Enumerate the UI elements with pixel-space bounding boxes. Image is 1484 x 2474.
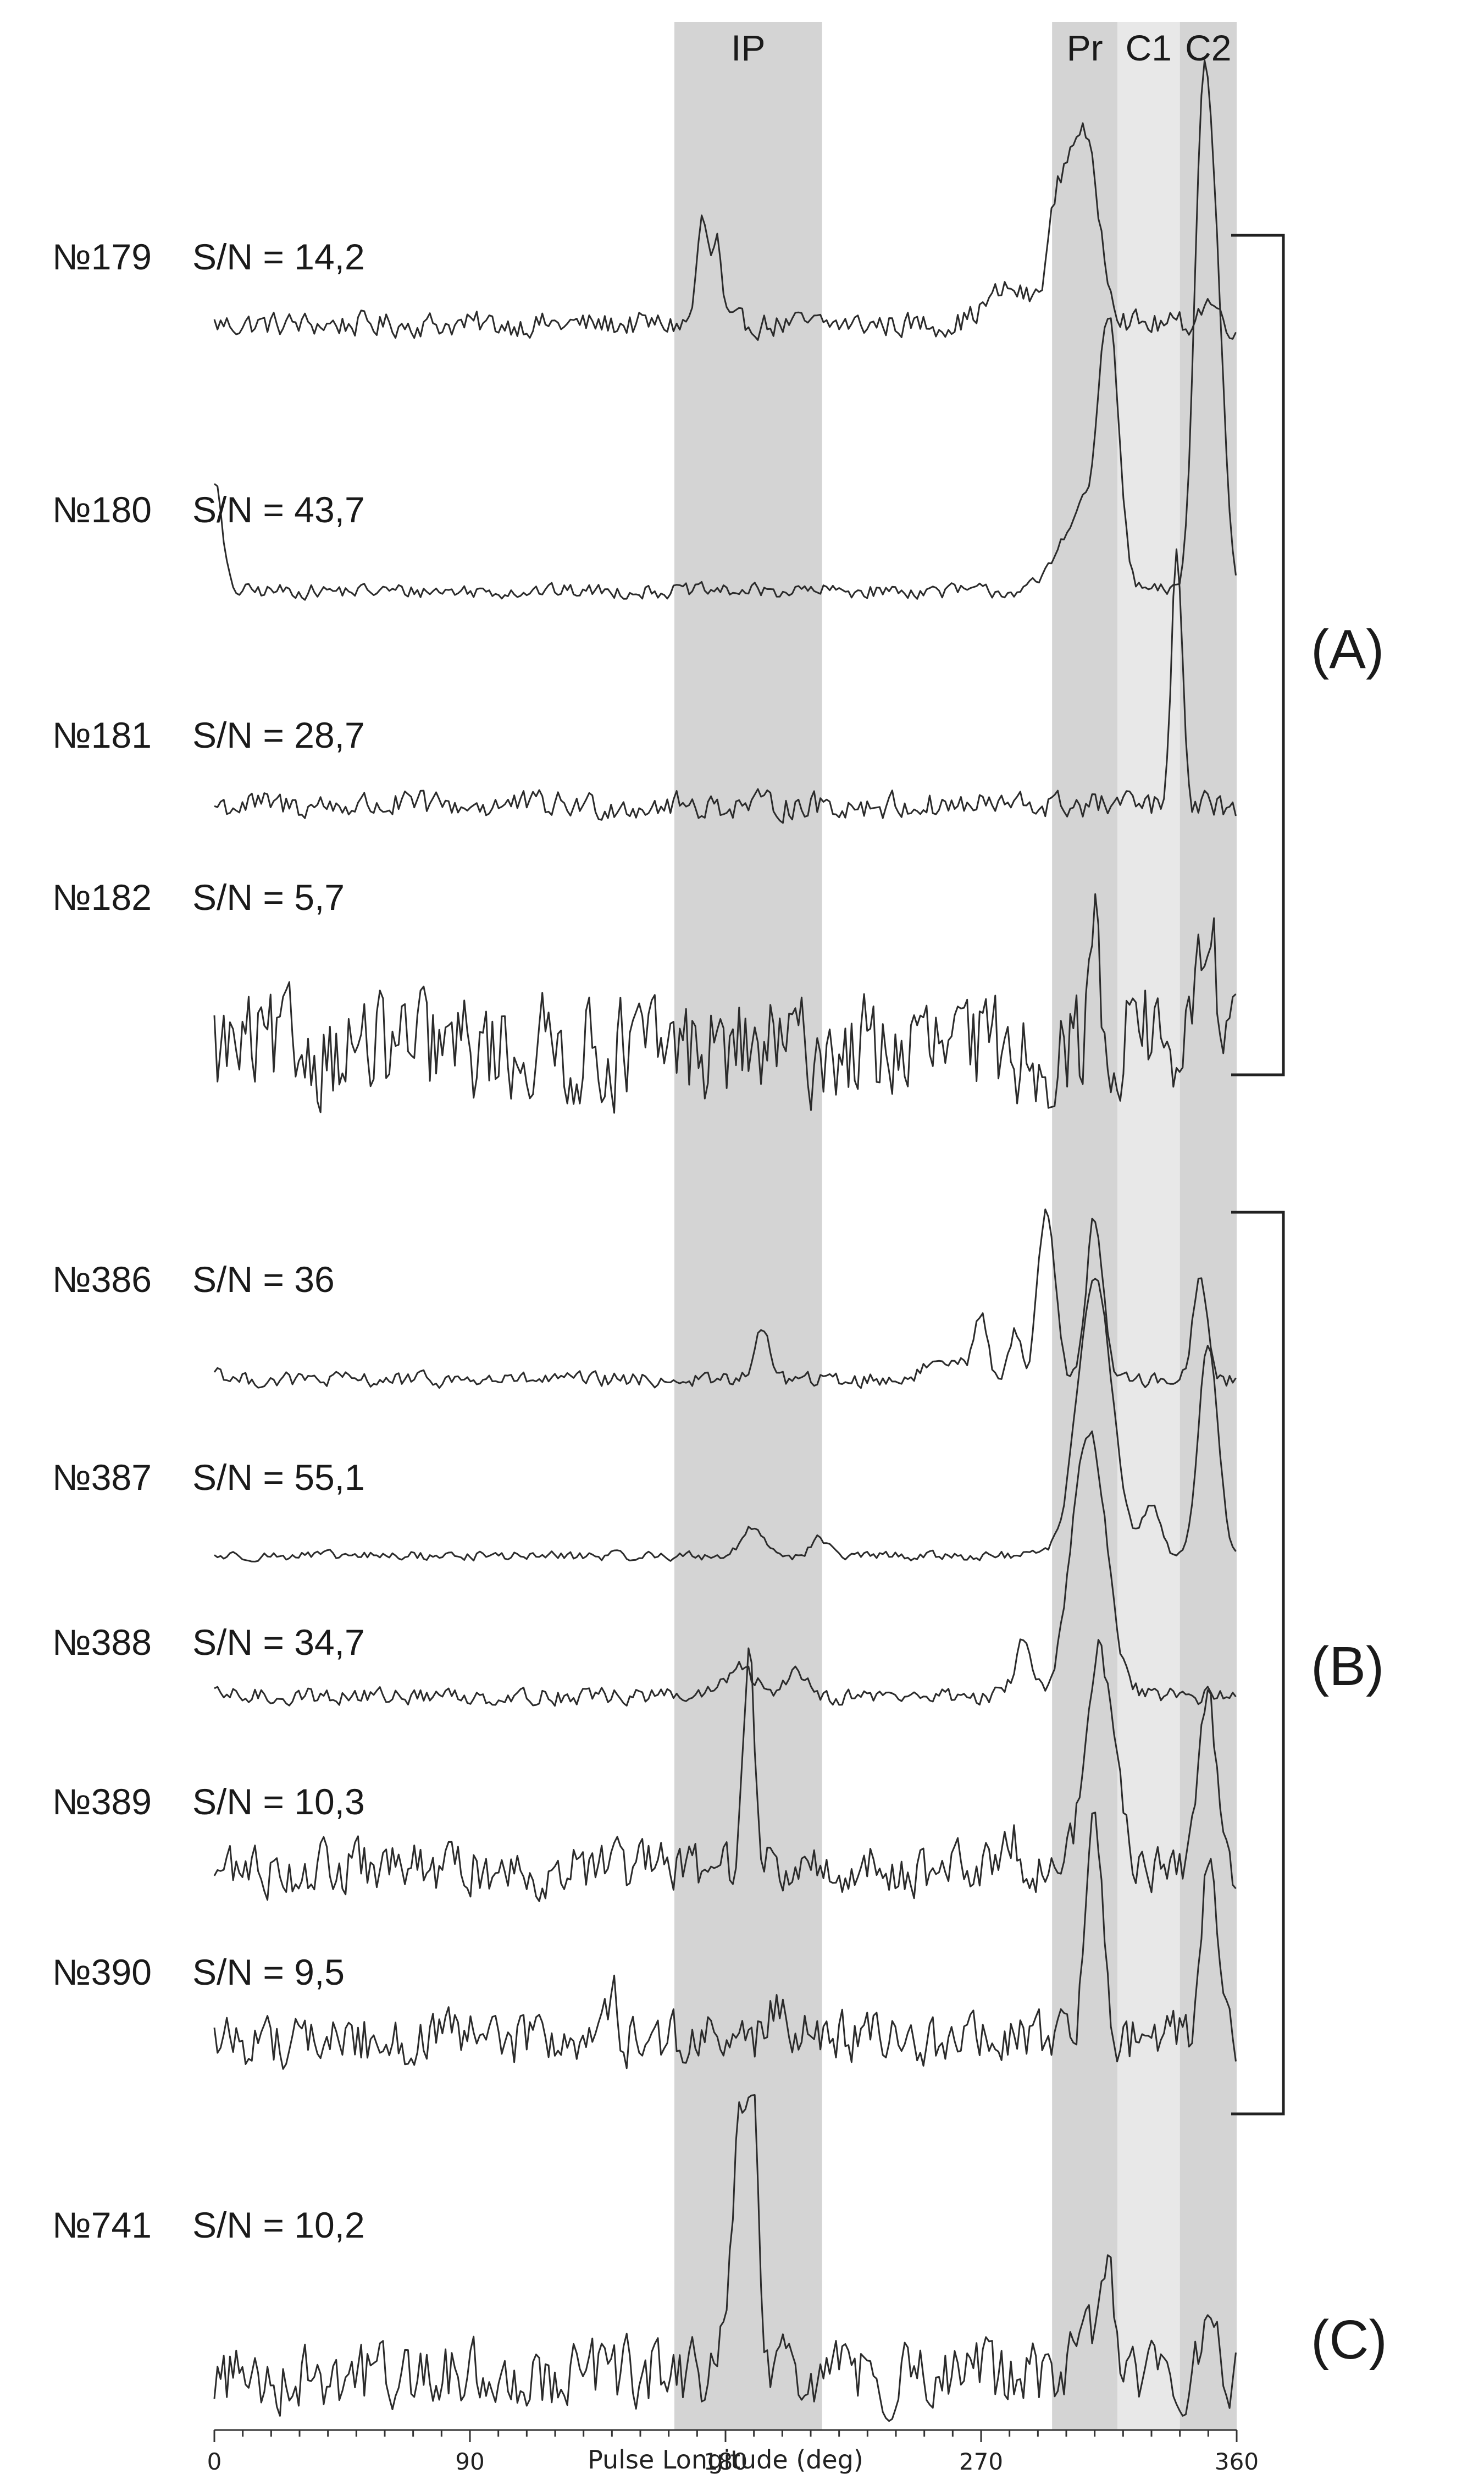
trace-386 [213, 1208, 1237, 1389]
trace-741 [213, 2094, 1237, 2422]
trace-387 [214, 1278, 1237, 1562]
pulse-number-label: №741 [52, 2205, 152, 2245]
x-tick-label: 360 [1215, 2448, 1259, 2474]
x-axis: 0 90 180 270 360 Pulse Longitude (deg) [207, 2429, 1259, 2474]
sn-label: S/N = 55,1 [192, 1457, 365, 1498]
band-label-c2: C2 [1185, 27, 1231, 68]
pulse-number-label: №182 [52, 877, 152, 918]
pulse-number-label: №390 [52, 1952, 152, 1992]
group-label-b: (B) [1311, 1636, 1384, 1697]
sn-label: S/N = 10,2 [192, 2205, 365, 2245]
band-labels: IP Pr C1 C2 [731, 27, 1231, 68]
trace-182 [213, 893, 1237, 1114]
trace-180 [214, 59, 1237, 601]
sn-label: S/N = 14,2 [192, 236, 365, 277]
group-brackets: (A) (B) (C) [1231, 234, 1387, 2371]
x-tick-label: 270 [959, 2448, 1003, 2474]
x-tick-label: 90 [455, 2448, 484, 2474]
sn-label: S/N = 36 [192, 1259, 335, 1300]
x-tick-label: 180 [704, 2448, 747, 2474]
trace-389 [213, 1639, 1237, 1902]
trace-388 [214, 1430, 1237, 1707]
bracket-group-b [1231, 1211, 1285, 2116]
x-axis-title: Pulse Longitude (deg) [588, 2445, 863, 2474]
band-label-pr: Pr [1067, 27, 1103, 68]
pulse-number-label: №181 [52, 715, 152, 755]
band-c1 [1117, 22, 1180, 2430]
pulse-number-label: №179 [52, 236, 152, 277]
band-pr [1052, 22, 1117, 2430]
trace-181 [214, 548, 1237, 824]
profile-labels: №179 S/N = 14,2 №180 S/N = 43,7 №181 S/N = 28… [52, 236, 365, 2245]
sn-label: S/N = 10,3 [192, 1781, 365, 1822]
band-label-ip: IP [731, 27, 765, 68]
band-label-c1: C1 [1126, 27, 1172, 68]
pulse-number-label: №386 [52, 1259, 152, 1300]
bracket-group-a [1231, 234, 1285, 1076]
pulse-profile-traces [213, 59, 1237, 2422]
pulse-number-label: №389 [52, 1781, 152, 1822]
trace-179 [213, 122, 1237, 341]
band-ip [674, 22, 822, 2430]
x-tick-label: 0 [207, 2448, 222, 2474]
group-label-a: (A) [1311, 618, 1384, 680]
sn-label: S/N = 28,7 [192, 715, 365, 755]
pulse-number-label: №388 [52, 1622, 152, 1663]
longitude-bands [674, 22, 1237, 2430]
pulse-number-label: №180 [52, 489, 152, 530]
pulse-number-label: №387 [52, 1457, 152, 1498]
group-label-c: (C) [1311, 2309, 1387, 2371]
sn-label: S/N = 9,5 [192, 1952, 345, 1992]
trace-390 [213, 1812, 1237, 2070]
sn-label: S/N = 34,7 [192, 1622, 365, 1663]
sn-label: S/N = 43,7 [192, 489, 365, 530]
sn-label: S/N = 5,7 [192, 877, 345, 918]
band-c2 [1180, 22, 1237, 2430]
